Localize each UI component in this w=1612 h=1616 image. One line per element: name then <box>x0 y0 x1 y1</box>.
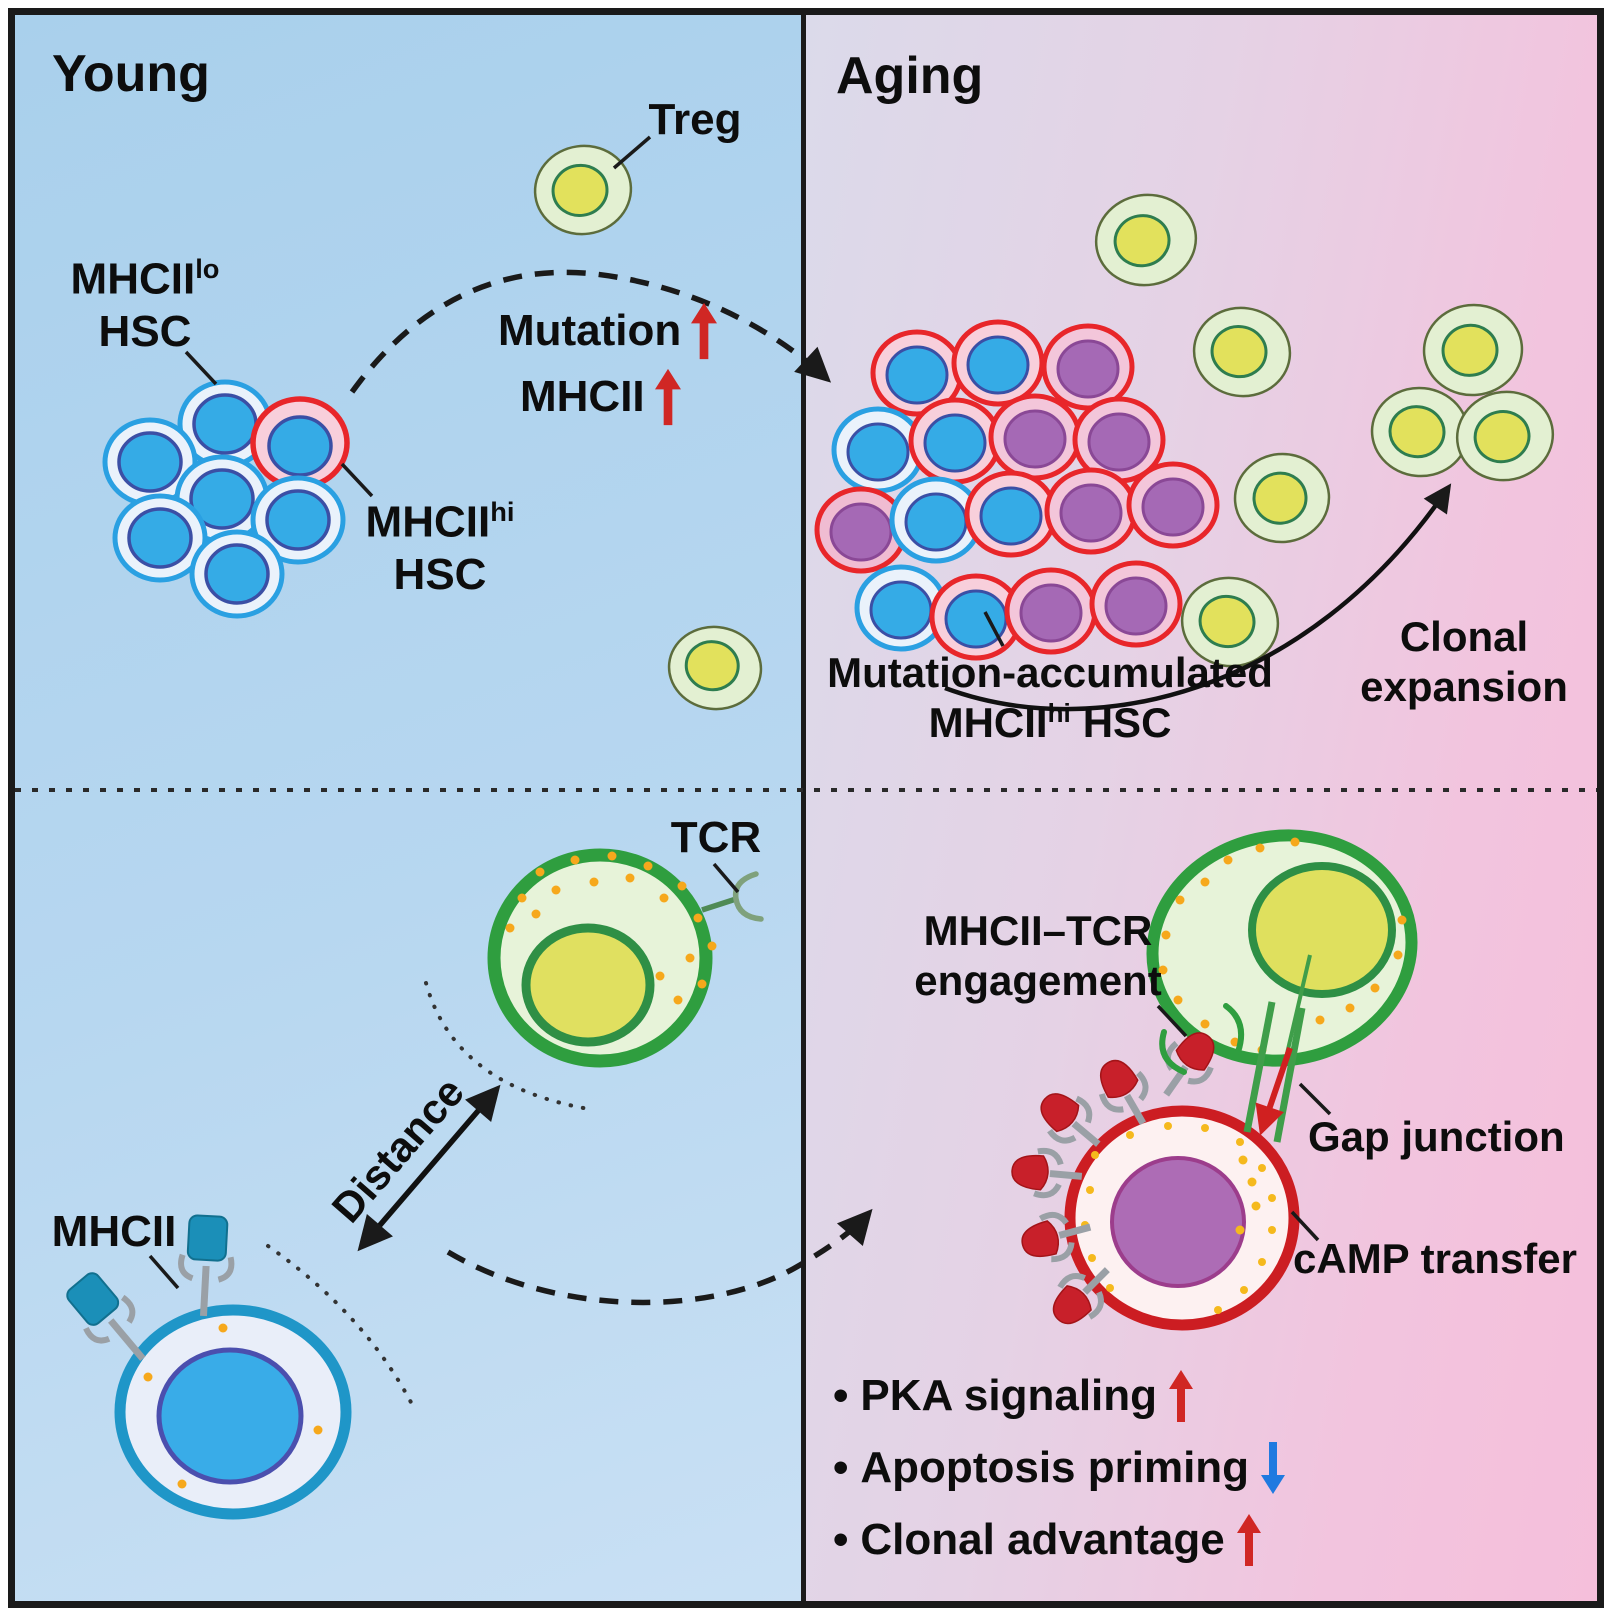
up-arrow-icon <box>691 302 718 360</box>
bullet-marker: • <box>833 1443 849 1492</box>
gap-junction-label: Gap junction <box>1308 1113 1565 1160</box>
mutation-increase-label: Mutation <box>498 302 718 360</box>
mutation-accumulated-line2-base: MHCII <box>928 698 1048 746</box>
mhcii-hi-line2: HSC <box>393 549 487 599</box>
bullet-text: Clonal advantage <box>860 1515 1225 1564</box>
mutation-accumulated-line2-rest: HSC <box>1082 698 1172 746</box>
panel-divider-vertical <box>801 15 806 1601</box>
treg-label: Treg <box>648 95 742 144</box>
up-arrow-icon <box>654 368 681 426</box>
tcr-label: TCR <box>670 813 762 862</box>
bullet-text: Apoptosis priming <box>860 1443 1250 1492</box>
up-arrow-icon <box>1236 1514 1261 1566</box>
camp-transfer-label: cAMP transfer <box>1293 1235 1577 1282</box>
mhcii-lo-line2: HSC <box>98 306 192 356</box>
mhcii-lo-sup: lo <box>195 253 220 284</box>
mhcii-hi-base: MHCII <box>365 497 491 547</box>
figure-frame <box>8 8 1604 1608</box>
clonal-expansion-label: Clonal expansion <box>1360 612 1568 711</box>
bullet-marker: • <box>833 1371 849 1420</box>
panel-divider-dotted <box>15 788 1597 792</box>
engagement-line1: MHCII–TCR <box>923 907 1153 954</box>
up-arrow-icon <box>1169 1370 1194 1422</box>
bullet-marker: • <box>833 1515 849 1564</box>
list-item-clonal-advantage: • Clonal advantage <box>833 1512 1285 1568</box>
aging-outcome-list: • PKA signaling • Apoptosis priming • Cl… <box>833 1368 1286 1568</box>
list-item-apoptosis-priming: • Apoptosis priming <box>833 1440 1286 1496</box>
mutation-accumulated-line1: Mutation-accumulated <box>827 649 1273 696</box>
aging-panel-title: Aging <box>836 47 984 105</box>
aging-panel-background <box>804 15 1597 1601</box>
mhcii-hi-sup: hi <box>490 496 515 527</box>
mutation-text: Mutation <box>498 306 682 355</box>
mhcii-tcr-engagement-label: MHCII–TCR engagement <box>914 906 1161 1005</box>
mhcii-hi-hsc-label: MHCIIhi HSC <box>366 496 515 600</box>
bullet-text: PKA signaling <box>860 1371 1158 1420</box>
down-arrow-icon <box>1261 1442 1286 1494</box>
young-panel-title: Young <box>52 45 210 103</box>
list-item-pka-signaling: • PKA signaling <box>833 1368 1285 1424</box>
mhcii-lo-base: MHCII <box>70 254 196 304</box>
mhcii-increase-label: MHCII <box>520 368 681 426</box>
mhcii-label: MHCII <box>51 1207 177 1256</box>
mutation-accumulated-line2-sup: hi <box>1047 697 1071 728</box>
clonal-expansion-line2: expansion <box>1360 662 1568 710</box>
engagement-line2: engagement <box>914 956 1162 1004</box>
mhcii-increase-text: MHCII <box>520 372 645 421</box>
clonal-expansion-line1: Clonal <box>1399 613 1529 660</box>
mutation-accumulated-label: Mutation-accumulated MHCIIhi HSC <box>827 648 1273 747</box>
mhcii-lo-hsc-label: MHCIIlo HSC <box>71 253 220 357</box>
